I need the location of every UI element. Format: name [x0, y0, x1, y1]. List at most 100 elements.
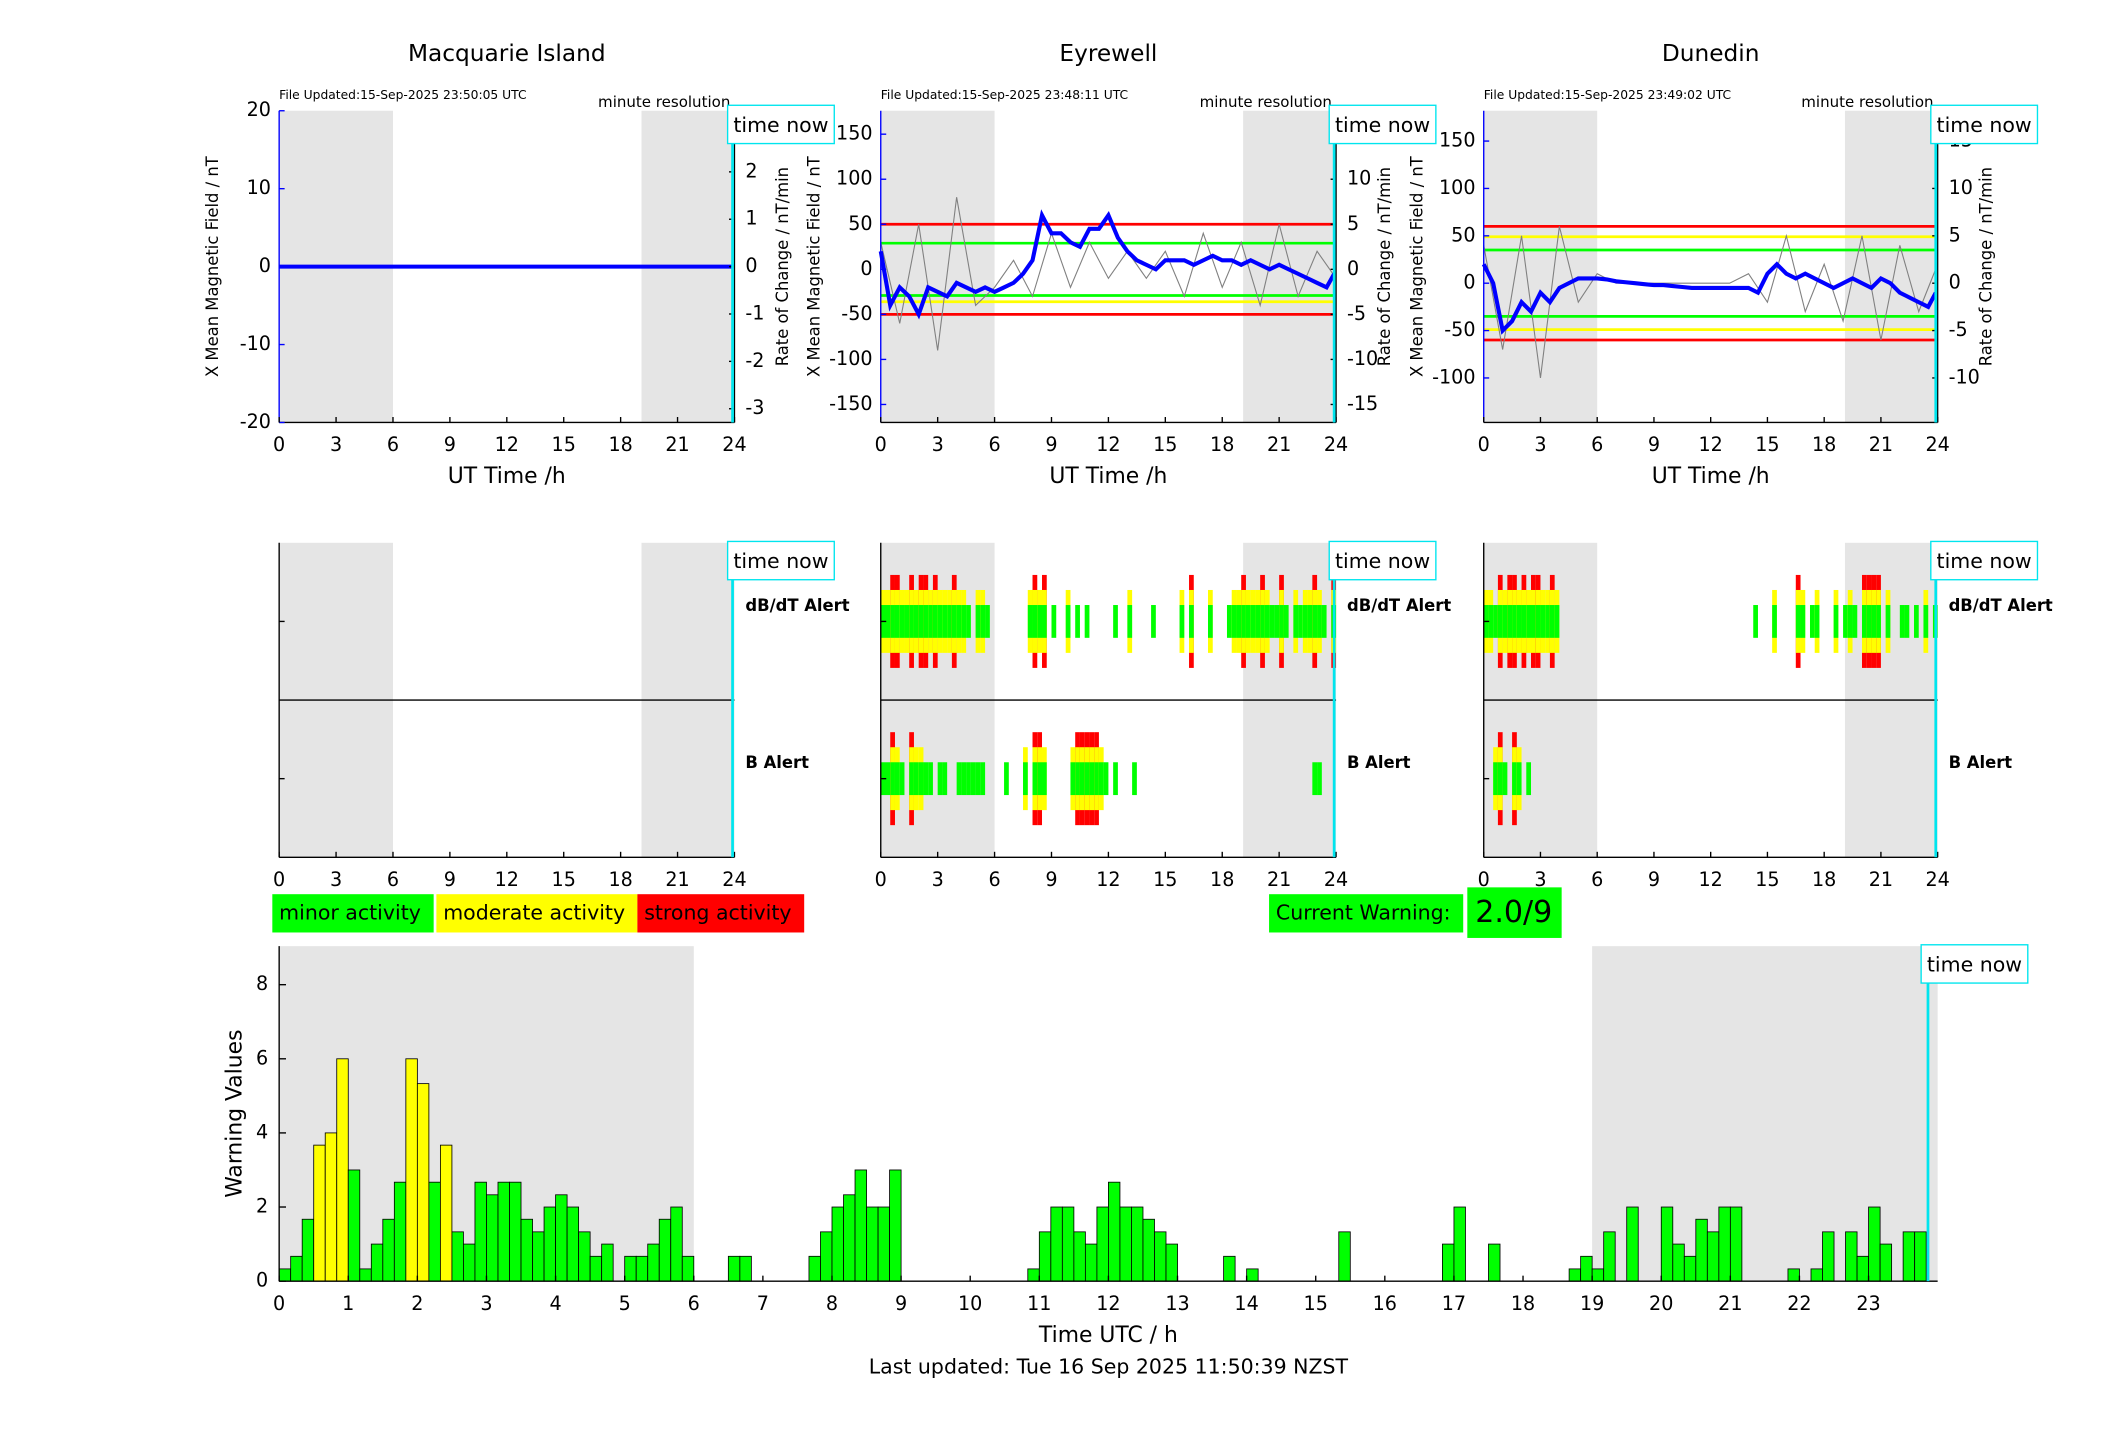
alert-block	[1226, 605, 1232, 638]
alert-block	[956, 762, 962, 796]
bar	[1706, 1231, 1720, 1282]
alert-block	[1866, 605, 1872, 638]
x-tick-label: 21	[1718, 1292, 1742, 1315]
alert-block	[951, 605, 957, 638]
y2-tick-label: 0	[1949, 271, 1961, 294]
alert-block	[928, 605, 933, 638]
time-now-box	[726, 540, 835, 581]
time-now-box	[1328, 540, 1437, 581]
bar	[1683, 1255, 1697, 1282]
time-now-box	[1328, 104, 1437, 145]
bar	[1580, 1255, 1593, 1282]
x-tick-label: 23	[1856, 1292, 1880, 1315]
warning-value-box	[1467, 887, 1562, 938]
bar	[1096, 1206, 1109, 1282]
bar	[820, 1231, 833, 1282]
bar	[589, 1255, 603, 1282]
alert-block	[961, 762, 967, 796]
y2-axis-label: Rate of Change / nT/min	[1375, 167, 1394, 366]
x-tick-label: 0	[875, 868, 887, 891]
y2-tick-label: 5	[1347, 212, 1359, 235]
y2-tick-label: -1	[745, 301, 764, 324]
x-tick-label: 4	[549, 1292, 561, 1315]
time-now-label: time now	[1937, 549, 2032, 573]
alert-block	[1084, 605, 1090, 638]
y2-tick-label: -5	[1347, 302, 1366, 325]
bar	[290, 1255, 303, 1282]
alert-block	[1540, 605, 1546, 638]
bar	[1165, 1243, 1178, 1282]
y2-tick-label: -10	[1347, 347, 1378, 370]
x-tick-label: 21	[665, 433, 689, 456]
bar	[1131, 1206, 1144, 1282]
bar	[278, 1268, 292, 1282]
y2-tick-label: 0	[745, 254, 757, 277]
x-tick-label: 18	[608, 868, 632, 891]
alert-block	[1241, 605, 1246, 638]
y2-axis-label: Rate of Change / nT/min	[773, 167, 792, 366]
chart-title: Dunedin	[1662, 40, 1760, 67]
x-tick-label: 16	[1373, 1292, 1397, 1315]
bar	[854, 1169, 867, 1282]
bar	[532, 1231, 545, 1282]
alert-block	[1795, 605, 1801, 638]
alert-block	[1179, 605, 1185, 638]
alert-block	[1535, 605, 1541, 638]
alert-block	[1037, 605, 1043, 638]
y2-tick-label: -10	[1949, 365, 1980, 388]
x-tick-label: 1	[342, 1292, 354, 1315]
x-tick-label: 15	[552, 433, 576, 456]
alert-block	[1274, 605, 1280, 638]
alert-block	[894, 605, 900, 638]
alert-block	[890, 762, 895, 796]
bar	[601, 1243, 614, 1282]
y-tick-label: 0	[1463, 271, 1475, 294]
alert-block	[899, 605, 905, 638]
alert-block	[1279, 605, 1284, 638]
alert-block	[1245, 605, 1251, 638]
x-tick-label: 3	[932, 433, 944, 456]
alert-block	[1923, 605, 1929, 638]
x-tick-label: 12	[1699, 868, 1723, 891]
time-now-label: time now	[1927, 952, 2022, 976]
alert-block	[1554, 605, 1560, 638]
alert-block	[1079, 762, 1085, 796]
row-label: B Alert	[745, 753, 809, 772]
x-tick-label: 6	[387, 868, 399, 891]
alert-block	[1042, 762, 1047, 796]
x-tick-label: 18	[1210, 868, 1234, 891]
alert-block	[1151, 605, 1156, 638]
alert-block	[1772, 605, 1777, 638]
x-tick-label: 3	[932, 868, 944, 891]
alert-block	[918, 762, 924, 796]
legend-label: strong activity	[644, 900, 791, 924]
x-tick-label: 21	[1267, 433, 1291, 456]
x-tick-label: 9	[444, 868, 456, 891]
bar	[1568, 1268, 1582, 1282]
alert-block	[980, 605, 986, 638]
alert-block	[985, 605, 990, 638]
bar	[1084, 1243, 1098, 1282]
alert-block	[1231, 605, 1237, 638]
bar	[1246, 1268, 1259, 1282]
x-tick-label: 12	[1096, 433, 1120, 456]
alert-block	[1070, 762, 1076, 796]
bar	[681, 1255, 695, 1282]
alert-block	[1545, 605, 1550, 638]
y2-axis-label: Rate of Change / nT/min	[1976, 167, 1995, 366]
bar	[451, 1231, 464, 1282]
alert-block	[1255, 605, 1261, 638]
alert-block	[1032, 605, 1038, 638]
time-now-label: time now	[733, 113, 828, 137]
y-tick-label: 150	[836, 122, 873, 145]
bar	[866, 1206, 879, 1282]
alert-block	[1497, 605, 1503, 638]
y2-tick-label: 2	[745, 159, 757, 182]
x-tick-label: 15	[1153, 868, 1177, 891]
y-tick-label: 0	[860, 257, 872, 280]
y-tick-label: 8	[256, 972, 268, 995]
bar	[1488, 1243, 1501, 1282]
x-tick-label: 0	[273, 433, 285, 456]
bar	[1038, 1231, 1052, 1282]
